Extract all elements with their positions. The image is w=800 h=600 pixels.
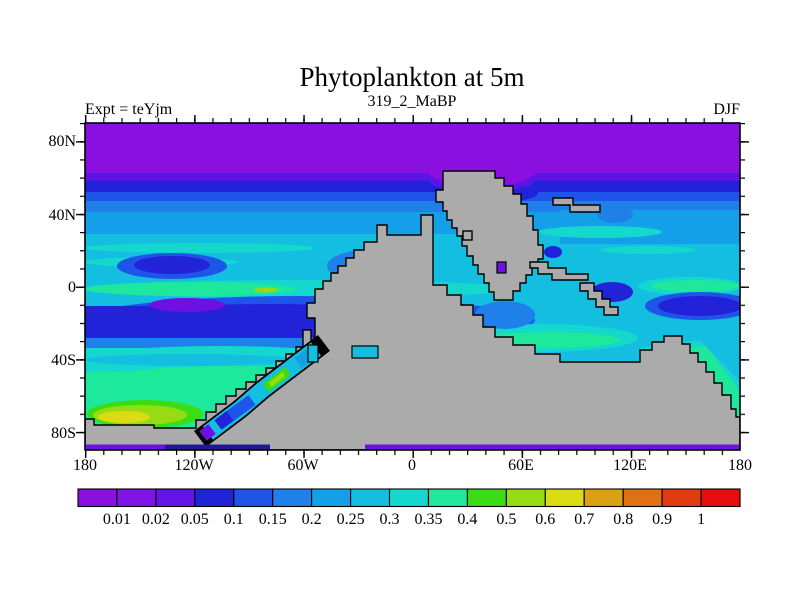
colorbar-cell — [77, 488, 118, 508]
colorbar-cell — [466, 488, 507, 508]
colorbar-labels: 0.01 0.02 0.05 0.1 0.15 0.2 0.25 0.3 0.3… — [103, 511, 705, 528]
colorbar-label: 0.3 — [380, 511, 400, 528]
land-mass-north — [435, 170, 544, 301]
colorbar-label: 0.6 — [535, 511, 555, 528]
colorbar-cell — [233, 488, 274, 508]
lon-axis-labels: 180 120W 60W 0 60E 120E 180 — [73, 457, 752, 474]
map-area — [85, 123, 740, 450]
colorbar-label: 0.2 — [302, 511, 322, 528]
colorbar-cell — [194, 488, 235, 508]
inland-channel — [194, 334, 331, 447]
colorbar-cell — [544, 488, 585, 508]
plot-frame — [84, 122, 741, 451]
lat-label: 40N — [48, 207, 76, 224]
lon-label: 0 — [408, 457, 416, 474]
colorbar-label: 0.35 — [415, 511, 443, 528]
colorbar-cell — [350, 488, 391, 508]
subtitle: 319_2_MaBP — [368, 93, 457, 110]
lat-label: 40S — [51, 352, 76, 369]
colorbar-cell — [505, 488, 546, 508]
lon-label: 120E — [613, 457, 647, 474]
island-diagonal — [579, 282, 619, 316]
colorbar-label: 1 — [697, 511, 705, 528]
colorbar-label: 0.05 — [181, 511, 209, 528]
south-edge-strip — [365, 444, 740, 450]
island-bar — [529, 261, 589, 281]
lon-label: 60W — [287, 457, 319, 474]
colorbar-label: 0.9 — [652, 511, 672, 528]
page-title: Phytoplankton at 5m — [300, 62, 525, 92]
colorbar-cell — [116, 488, 157, 508]
colorbar-cell — [583, 488, 624, 508]
inlet-notch — [307, 344, 319, 363]
lat-label: 80N — [48, 133, 76, 150]
colorbar-cell — [622, 488, 663, 508]
island-small — [462, 230, 473, 241]
experiment-label: Expt = teYjm — [85, 101, 173, 118]
colorbar-cell — [388, 488, 429, 508]
colorbar-cell — [700, 488, 741, 508]
season-label: DJF — [713, 101, 740, 118]
equator-band — [85, 282, 295, 296]
south-edge-strip — [85, 444, 165, 450]
island-northeast — [552, 197, 601, 213]
inland-low-cell — [496, 261, 507, 274]
colorbar-label: 0.5 — [496, 511, 516, 528]
lat-label: 0 — [68, 279, 76, 296]
colorbar-cell — [661, 488, 702, 508]
polar-band — [85, 123, 740, 173]
colorbar-cell — [311, 488, 352, 508]
lon-label: 180 — [73, 457, 97, 474]
north-eddy — [134, 256, 210, 274]
lon-label: 120W — [174, 457, 214, 474]
south-edge-strip — [165, 444, 270, 450]
inlet-notch — [351, 345, 379, 359]
lon-label: 180 — [728, 457, 752, 474]
lat-label: 80S — [51, 425, 76, 442]
colorbar-label: 0.01 — [103, 511, 131, 528]
colorbar-label: 0.1 — [224, 511, 244, 528]
colorbar-cell — [155, 488, 196, 508]
colorbar-cell — [427, 488, 468, 508]
lat-axis-labels: 80N 40N 0 40S 80S — [48, 133, 76, 442]
colorbar-label: 0.15 — [259, 511, 287, 528]
lon-label: 60E — [508, 457, 534, 474]
colorbar-label: 0.02 — [142, 511, 170, 528]
colorbar-label: 0.7 — [574, 511, 594, 528]
colorbar-label: 0.25 — [337, 511, 365, 528]
axis-ticks — [76, 115, 749, 458]
colorbar: 0.01 0.02 0.05 0.1 0.15 0.2 0.25 0.3 0.3… — [77, 488, 741, 528]
colorbar-cell — [272, 488, 313, 508]
colorbar-label: 0.8 — [613, 511, 633, 528]
colorbar-label: 0.4 — [457, 511, 477, 528]
